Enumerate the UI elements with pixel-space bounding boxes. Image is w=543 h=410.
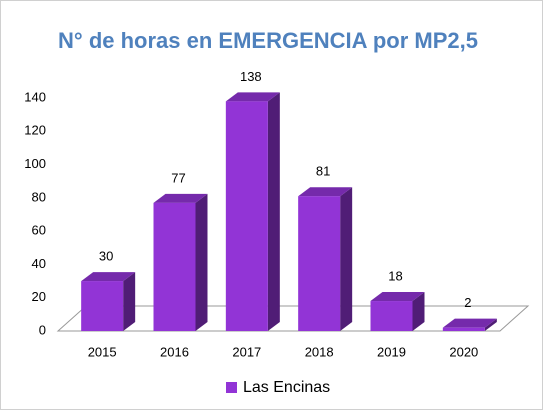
legend-swatch (226, 382, 237, 393)
y-tick-label: 140 (24, 89, 46, 104)
data-label: 77 (171, 170, 185, 185)
data-label: 18 (388, 268, 402, 283)
bar-top (225, 92, 280, 102)
x-tick-label: 2018 (305, 344, 334, 359)
data-label: 81 (316, 164, 330, 179)
bar-front (153, 202, 196, 331)
bar-front (81, 281, 124, 331)
y-tick-label: 0 (39, 322, 46, 337)
bar (225, 92, 280, 331)
bar-top (370, 292, 425, 302)
bar-side (123, 272, 136, 331)
bar (298, 187, 353, 331)
bar-top (81, 272, 136, 282)
y-tick-label: 120 (24, 123, 46, 138)
bar (442, 318, 497, 331)
bar (370, 292, 425, 331)
bar (81, 272, 136, 331)
bar-front (370, 301, 413, 331)
y-tick-label: 60 (32, 223, 46, 238)
bar-front (442, 327, 485, 331)
x-tick-label: 2017 (232, 344, 261, 359)
x-tick-label: 2015 (88, 344, 117, 359)
bar-side (340, 187, 353, 331)
y-tick-label: 20 (32, 289, 46, 304)
bar-front (225, 101, 268, 331)
bar-side (484, 318, 497, 331)
bar-top (153, 193, 208, 203)
y-tick-label: 100 (24, 156, 46, 171)
data-label: 30 (99, 249, 113, 264)
bar-top (442, 318, 497, 328)
x-tick-label: 2020 (449, 344, 478, 359)
chart-title: N° de horas en EMERGENCIA por MP2,5 (58, 28, 478, 53)
bar-top (298, 187, 353, 197)
legend-label: Las Encinas (243, 379, 330, 396)
bar-side (267, 92, 280, 331)
y-tick-label: 80 (32, 189, 46, 204)
y-tick-label: 40 (32, 256, 46, 271)
x-tick-label: 2019 (377, 344, 406, 359)
data-label: 138 (240, 69, 262, 84)
data-label: 2 (464, 295, 471, 310)
bar-side (412, 292, 425, 331)
bar-front (298, 196, 341, 331)
x-tick-label: 2016 (160, 344, 189, 359)
bar-side (195, 193, 208, 331)
bar (153, 193, 208, 331)
